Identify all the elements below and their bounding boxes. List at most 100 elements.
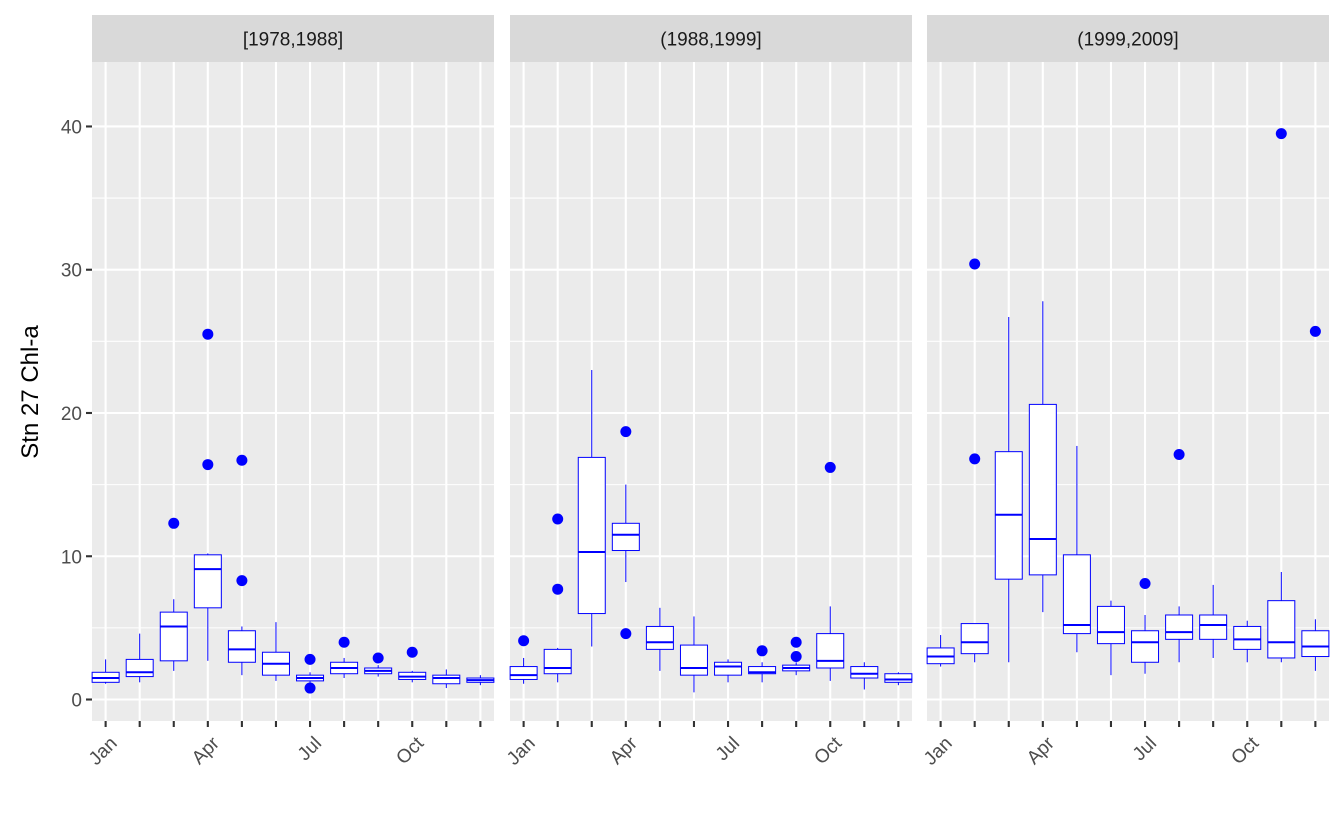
facet-panels: [1978,1988] Jan Apr Jul Oct (1988,1999] Jan Apr… xyxy=(85,15,1330,770)
box-month-9 xyxy=(364,652,393,677)
outlier-point xyxy=(304,682,316,694)
outlier-point xyxy=(969,258,981,270)
box-iqr xyxy=(960,623,989,655)
panel-background xyxy=(510,62,912,721)
box-month-12 xyxy=(466,675,495,686)
box-iqr xyxy=(1199,614,1228,640)
outlier-point xyxy=(756,645,768,657)
y-tick-label: 10 xyxy=(61,547,82,568)
box-month-5 xyxy=(227,454,256,676)
outlier-point xyxy=(236,454,248,466)
box-iqr xyxy=(645,625,674,650)
box-iqr xyxy=(193,554,222,609)
box-month-8 xyxy=(330,636,359,679)
box-month-7 xyxy=(1131,577,1160,674)
box-iqr xyxy=(884,673,913,683)
box-iqr xyxy=(679,644,708,676)
outlier-point xyxy=(518,635,530,647)
outlier-point xyxy=(236,575,248,587)
box-month-6 xyxy=(1096,600,1125,676)
outlier-point xyxy=(790,636,802,648)
box-iqr xyxy=(1233,625,1262,650)
x-tick-label: Oct xyxy=(810,733,846,769)
box-month-5 xyxy=(1062,445,1091,653)
box-iqr xyxy=(509,666,538,680)
outlier-point xyxy=(1275,128,1287,140)
box-iqr xyxy=(543,648,572,675)
box-iqr xyxy=(1267,600,1296,659)
outlier-point xyxy=(168,517,180,529)
x-tick-label: Jan xyxy=(503,733,540,770)
box-month-12 xyxy=(1301,325,1330,671)
x-tick-label: Apr xyxy=(606,733,642,769)
box-month-7 xyxy=(296,653,325,694)
box-iqr xyxy=(577,456,606,615)
box-iqr xyxy=(432,674,461,685)
x-tick-label: Oct xyxy=(1227,733,1263,769)
box-iqr xyxy=(227,630,256,663)
box-iqr xyxy=(1062,554,1091,635)
facet-panel-3: (1999,2009] Jan Apr Jul Oct xyxy=(920,15,1330,770)
outlier-point xyxy=(1309,325,1321,337)
outlier-point xyxy=(1173,449,1185,461)
box-month-7 xyxy=(714,659,743,683)
box-iqr xyxy=(1131,630,1160,663)
facet-strip-label: [1978,1988] xyxy=(243,30,343,51)
box-month-6 xyxy=(679,616,708,693)
box-month-4 xyxy=(611,426,640,640)
facet-strip-label: (1988,1999] xyxy=(660,30,761,51)
box-month-10 xyxy=(1233,620,1262,663)
box-iqr xyxy=(1096,605,1125,645)
panel-background xyxy=(927,62,1329,721)
facet-strip-label: (1999,2009] xyxy=(1077,30,1178,51)
box-month-1 xyxy=(926,635,955,667)
outlier-point xyxy=(338,636,350,648)
box-month-1 xyxy=(509,635,538,684)
y-tick-label: 0 xyxy=(71,691,82,712)
box-iqr xyxy=(1165,614,1194,640)
x-tick-label: Jan xyxy=(920,733,957,770)
outlier-point xyxy=(969,453,981,465)
box-month-2 xyxy=(543,513,572,683)
outlier-point xyxy=(824,461,836,473)
y-axis-title: Stn 27 Chl-a xyxy=(17,325,44,459)
y-tick-label: 40 xyxy=(61,117,82,138)
outlier-point xyxy=(620,628,632,640)
facet-panel-2: (1988,1999] Jan Apr Jul Oct xyxy=(503,15,913,770)
box-month-10 xyxy=(816,461,845,681)
x-tick-label: Jul xyxy=(294,733,326,765)
x-tick-label: Jul xyxy=(1129,733,1161,765)
x-tick-label: Oct xyxy=(392,733,428,769)
outlier-point xyxy=(552,583,564,595)
y-tick-label: 20 xyxy=(61,404,82,425)
y-tick-label: 30 xyxy=(61,261,82,282)
box-iqr xyxy=(125,658,154,678)
y-axis: 0 10 20 30 40 xyxy=(61,117,92,712)
box-month-11 xyxy=(432,669,461,689)
box-iqr xyxy=(850,666,879,679)
box-month-8 xyxy=(748,645,777,683)
x-tick-label: Apr xyxy=(1023,733,1059,769)
facet-panel-1: [1978,1988] Jan Apr Jul Oct xyxy=(85,15,495,770)
outlier-point xyxy=(372,652,384,664)
box-month-5 xyxy=(645,607,674,671)
x-tick-label: Apr xyxy=(188,733,224,769)
box-month-4 xyxy=(193,328,222,661)
outlier-point xyxy=(552,513,564,525)
box-iqr xyxy=(816,633,845,669)
box-month-9 xyxy=(782,636,811,676)
box-iqr xyxy=(159,611,188,662)
panel-background xyxy=(92,62,494,721)
box-iqr xyxy=(1028,403,1057,576)
outlier-point xyxy=(620,426,632,438)
box-month-6 xyxy=(261,622,290,681)
box-iqr xyxy=(1301,630,1330,658)
box-month-11 xyxy=(850,662,879,690)
box-month-11 xyxy=(1267,128,1296,663)
x-tick-label: Jul xyxy=(712,733,744,765)
box-month-10 xyxy=(398,646,427,683)
box-month-4 xyxy=(1028,301,1057,613)
box-month-2 xyxy=(125,633,154,683)
box-month-1 xyxy=(91,659,120,684)
